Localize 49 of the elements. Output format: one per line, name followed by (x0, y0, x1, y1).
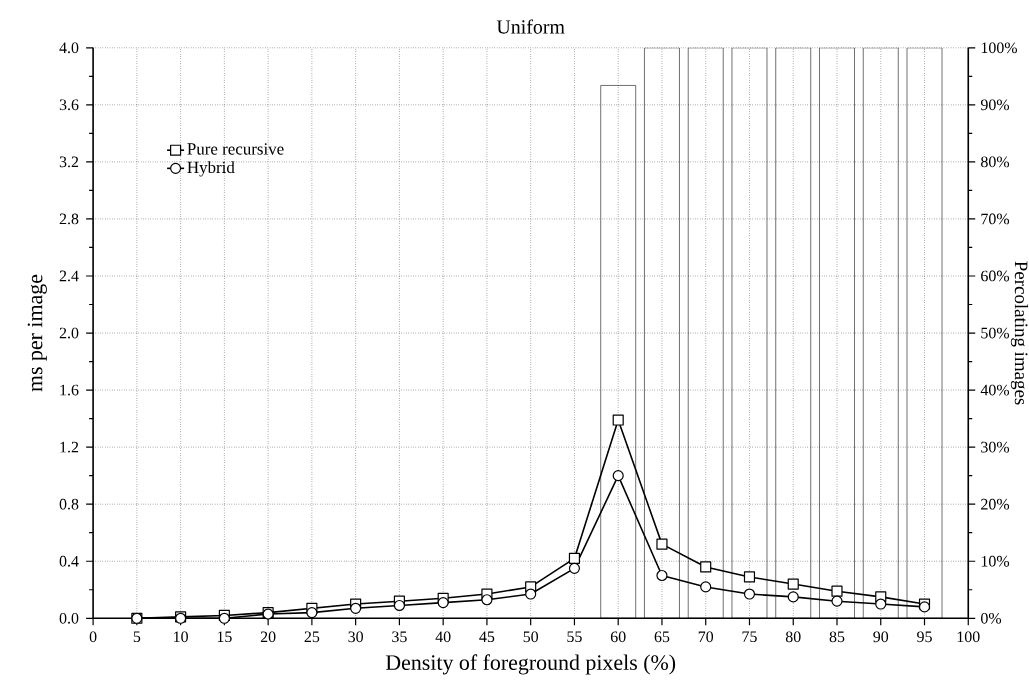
y2-tick-label: 80% (981, 156, 1010, 168)
x-tick-label: 70 (698, 631, 714, 643)
y2-tick-label: 70% (981, 213, 1010, 225)
x-tick-label: 60 (610, 631, 626, 643)
x-tick-label: 10 (174, 631, 188, 643)
y-tick-label: 0.8 (59, 498, 79, 510)
x-tick-label: 75 (742, 631, 757, 643)
legend-label: Hybrid (187, 161, 235, 177)
y2-axis-title: Percolating images (1010, 261, 1029, 405)
x-tick-label: 50 (523, 631, 539, 643)
x-tick-label: 65 (654, 631, 670, 643)
y-tick-label: 0.4 (59, 555, 79, 567)
x-tick-label: 40 (435, 631, 451, 643)
x-axis-title: Density of foreground pixels (%) (385, 654, 676, 675)
y2-tick-label: 50% (981, 327, 1010, 339)
y2-tick-label: 100% (981, 42, 1018, 54)
x-tick-label: 30 (348, 631, 363, 643)
y2-tick-label: 60% (981, 270, 1010, 282)
y2-tick-label: 40% (980, 384, 1010, 396)
y-tick-label: 2.4 (59, 270, 79, 282)
y-tick-label: 1.6 (60, 384, 79, 396)
x-tick-label: 55 (567, 631, 582, 643)
y2-tick-label: 90% (980, 99, 1010, 111)
x-tick-label: 0 (89, 631, 97, 643)
y2-tick-label: 30% (981, 441, 1010, 453)
y-tick-label: 2.8 (59, 213, 79, 225)
y2-tick-label: 20% (981, 498, 1010, 510)
x-tick-label: 20 (260, 631, 276, 643)
y2-tick-label: 10% (981, 555, 1010, 567)
x-tick-label: 95 (917, 631, 932, 643)
x-tick-label: 90 (873, 631, 889, 643)
x-tick-label: 100 (957, 631, 980, 643)
y-tick-label: 3.6 (59, 99, 79, 111)
x-tick-label: 35 (392, 631, 407, 643)
y-tick-label: 0.0 (59, 612, 79, 624)
legend-label: Pure recursive (187, 143, 284, 155)
x-tick-label: 85 (829, 631, 845, 643)
y-tick-label: 3.2 (59, 156, 79, 168)
y-tick-label: 1.2 (60, 441, 79, 453)
y-axis-title: ms per image (27, 274, 47, 392)
x-tick-label: 45 (479, 631, 495, 643)
x-tick-label: 25 (304, 631, 320, 643)
y-tick-label: 4.0 (59, 42, 79, 54)
y2-tick-label: 0% (981, 612, 1002, 624)
x-tick-label: 15 (217, 631, 232, 643)
chart-title: Uniform (496, 19, 565, 34)
y-tick-label: 2.0 (59, 327, 79, 339)
x-tick-label: 5 (133, 631, 141, 643)
x-tick-label: 80 (785, 631, 801, 643)
